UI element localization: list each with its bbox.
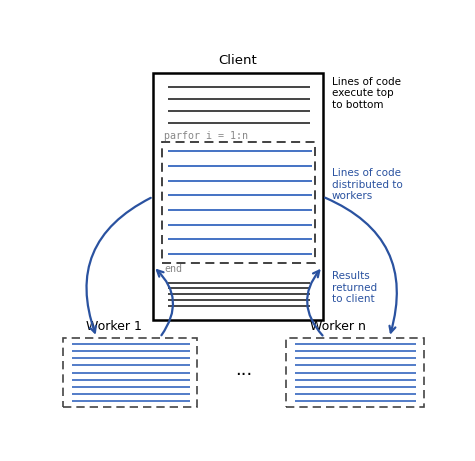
Text: parfor i = 1:n: parfor i = 1:n	[164, 131, 248, 141]
Text: Worker n: Worker n	[310, 320, 366, 333]
Bar	[162, 142, 315, 263]
Text: Worker 1: Worker 1	[86, 320, 142, 333]
Text: Results
returned
to client: Results returned to client	[332, 271, 377, 304]
Text: Lines of code
distributed to
workers: Lines of code distributed to workers	[332, 168, 402, 201]
Text: ...: ...	[235, 361, 252, 379]
Bar	[153, 73, 323, 320]
Bar	[286, 337, 424, 407]
Text: Client: Client	[218, 53, 257, 67]
Text: end: end	[164, 264, 182, 274]
Bar	[63, 337, 198, 407]
Text: Lines of code
execute top
to bottom: Lines of code execute top to bottom	[332, 77, 401, 110]
